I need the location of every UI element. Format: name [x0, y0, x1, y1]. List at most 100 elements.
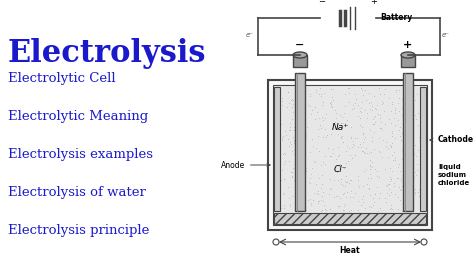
Point [404, 143, 412, 147]
Point [372, 114, 379, 118]
Point [303, 125, 311, 129]
Point [279, 191, 286, 195]
Point [373, 169, 381, 173]
Point [292, 171, 299, 175]
Point [398, 113, 406, 117]
Point [317, 198, 324, 202]
Point [331, 119, 338, 124]
Point [380, 101, 387, 105]
Text: Electrolytic Meaning: Electrolytic Meaning [8, 110, 148, 123]
Point [346, 209, 353, 213]
Point [280, 203, 288, 207]
Point [378, 128, 386, 132]
Point [331, 107, 339, 112]
Point [357, 110, 365, 114]
Point [409, 184, 416, 188]
Point [292, 118, 300, 123]
Point [384, 181, 392, 186]
Point [332, 193, 339, 198]
Point [351, 153, 359, 157]
Point [318, 186, 325, 190]
Point [340, 204, 348, 208]
Point [337, 136, 345, 140]
Point [302, 208, 310, 212]
Point [317, 94, 325, 98]
Point [366, 107, 374, 111]
Point [391, 156, 399, 160]
Point [315, 116, 323, 120]
Text: Cl⁻: Cl⁻ [333, 165, 347, 174]
Point [358, 197, 365, 201]
Point [399, 204, 407, 208]
Point [360, 149, 368, 154]
Point [307, 201, 315, 205]
Point [414, 147, 422, 152]
Point [395, 95, 403, 100]
Point [349, 139, 357, 143]
Point [311, 117, 319, 121]
Point [345, 159, 352, 163]
Point [334, 177, 342, 182]
Point [376, 126, 383, 130]
Point [278, 206, 285, 210]
Point [280, 206, 288, 211]
Point [279, 96, 286, 101]
Point [337, 120, 345, 125]
Point [274, 101, 282, 106]
Point [327, 187, 334, 191]
Point [348, 106, 356, 111]
Point [371, 115, 378, 119]
Point [401, 195, 408, 200]
Point [410, 155, 417, 159]
Point [367, 99, 374, 104]
Point [319, 190, 327, 194]
Point [347, 135, 355, 139]
Point [282, 132, 290, 137]
Point [366, 158, 374, 162]
Point [398, 131, 405, 135]
Point [330, 178, 338, 182]
Point [290, 178, 298, 182]
Point [342, 92, 349, 96]
Point [293, 116, 301, 120]
Point [385, 187, 392, 191]
Point [337, 162, 344, 166]
Point [395, 88, 402, 92]
Point [414, 111, 422, 116]
Point [354, 174, 362, 178]
Point [376, 115, 383, 120]
Point [290, 140, 298, 145]
Point [365, 186, 373, 190]
Point [309, 143, 317, 148]
Point [386, 166, 394, 171]
Point [274, 200, 282, 204]
Point [377, 126, 385, 130]
Point [316, 198, 323, 203]
Point [319, 99, 327, 104]
Point [328, 105, 336, 109]
Point [315, 149, 322, 153]
Point [388, 141, 396, 146]
Point [408, 142, 416, 147]
Point [273, 196, 281, 200]
Point [329, 86, 337, 91]
Point [380, 109, 388, 113]
Point [280, 134, 287, 139]
Point [375, 136, 383, 140]
Point [360, 93, 367, 98]
Point [292, 181, 300, 185]
Point [321, 127, 329, 131]
Point [294, 177, 301, 181]
Point [302, 131, 310, 136]
Point [311, 160, 319, 164]
Point [387, 121, 395, 125]
Point [307, 172, 314, 176]
Point [304, 103, 311, 107]
Point [380, 92, 387, 96]
Point [330, 195, 338, 199]
Point [388, 143, 395, 148]
Point [328, 102, 335, 106]
Point [391, 149, 398, 154]
Point [392, 192, 399, 196]
Point [396, 125, 404, 129]
